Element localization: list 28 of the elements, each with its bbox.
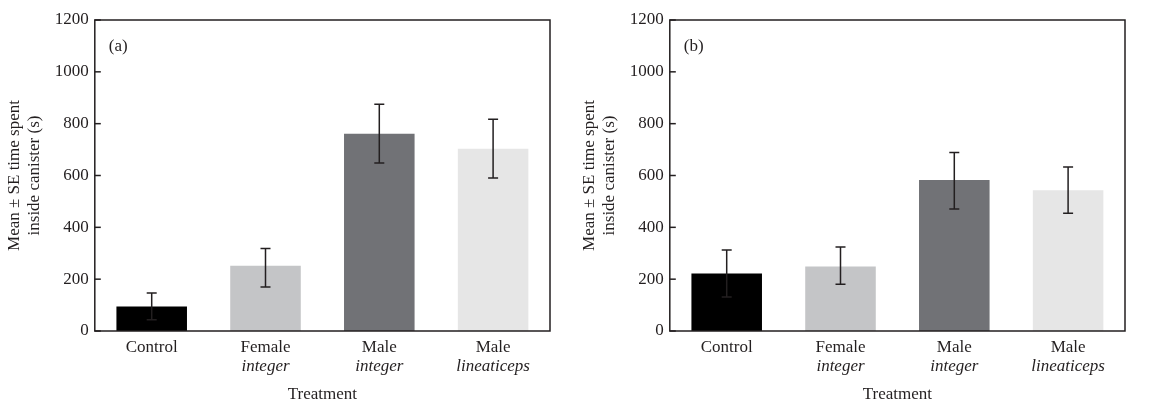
x-tick-label: Control	[700, 336, 753, 356]
y-tick-label: 1000	[629, 61, 664, 81]
y-tick-label: 200	[638, 268, 664, 288]
y-tick-label: 0	[655, 320, 664, 340]
y-tick-label: 1000	[54, 61, 89, 81]
y-axis-title: Mean ± SE time spent inside canister (s)	[578, 99, 619, 251]
y-tick-label: 400	[63, 216, 89, 236]
annotation: (a)	[108, 35, 128, 55]
x-axis-title: Treatment	[287, 384, 358, 404]
x-tick-label: Male lineaticeps	[456, 336, 531, 375]
y-tick-label: 800	[638, 113, 664, 133]
x-tick-label: Male integer	[930, 336, 979, 375]
y-tick-label: 0	[80, 320, 89, 340]
y-axis-title: Mean ± SE time spent inside canister (s)	[3, 99, 44, 251]
x-tick-label: Male integer	[355, 336, 404, 375]
x-tick-label: Male lineaticeps	[1031, 336, 1106, 375]
y-tick-label: 800	[63, 113, 89, 133]
y-tick-label: 1200	[54, 9, 89, 29]
x-tick-label: Control	[125, 336, 178, 356]
y-tick-label: 600	[638, 164, 664, 184]
y-tick-label: 600	[63, 164, 89, 184]
y-tick-label: 400	[638, 216, 664, 236]
annotation: (b)	[683, 35, 704, 55]
y-tick-label: 200	[63, 268, 89, 288]
x-tick-label: Female integer	[815, 336, 866, 375]
x-axis-title: Treatment	[862, 384, 933, 404]
x-tick-label: Female integer	[240, 336, 291, 375]
y-tick-label: 1200	[629, 9, 664, 29]
